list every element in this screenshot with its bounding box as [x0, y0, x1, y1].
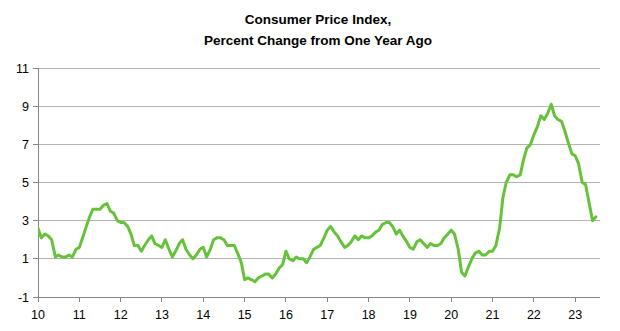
chart-container: Consumer Price Index, Percent Change from…: [0, 0, 620, 331]
x-tick-label: 19: [403, 308, 417, 322]
grid-line: [38, 144, 600, 145]
y-tick-label: 11: [16, 62, 29, 76]
grid-line: [38, 68, 600, 69]
y-tick-label: 9: [22, 100, 29, 114]
x-tick: [492, 297, 493, 302]
y-tick: [33, 258, 38, 259]
x-tick: [327, 297, 328, 302]
y-tick: [33, 144, 38, 145]
x-tick-label: 21: [486, 308, 500, 322]
x-tick: [285, 297, 286, 302]
x-tick-label: 12: [114, 308, 128, 322]
x-tick: [38, 297, 39, 302]
x-tick-label: 23: [568, 308, 582, 322]
y-tick-label: 5: [22, 176, 29, 190]
cpi-line: [38, 104, 596, 281]
title: Consumer Price Index,: [245, 12, 391, 27]
plot-area: [38, 104, 596, 281]
y-tick: [33, 106, 38, 107]
x-tick: [409, 297, 410, 302]
x-tick: [451, 297, 452, 302]
x-tick-label: 13: [155, 308, 169, 322]
y-axis: [38, 68, 39, 297]
grid-line: [38, 106, 600, 107]
x-tick-label: 20: [444, 308, 458, 322]
x-tick-label: 14: [196, 308, 210, 322]
y-tick: [33, 182, 38, 183]
grid-line: [38, 220, 600, 221]
x-tick: [575, 297, 576, 302]
x-axis: [38, 297, 600, 298]
grid-line: [38, 258, 600, 259]
y-tick: [33, 68, 38, 69]
x-tick-label: 16: [279, 308, 293, 322]
x-tick: [203, 297, 204, 302]
background: [0, 0, 620, 331]
y-tick-label: 7: [22, 138, 29, 152]
x-tick-label: 18: [362, 308, 376, 322]
x-tick: [120, 297, 121, 302]
y-tick: [33, 297, 38, 298]
x-tick-label: 17: [320, 308, 334, 322]
subtitle: Percent Change from One Year Ago: [204, 33, 432, 48]
x-tick: [244, 297, 245, 302]
x-tick-label: 11: [73, 308, 86, 322]
x-tick: [533, 297, 534, 302]
x-tick: [79, 297, 80, 302]
grid-line: [38, 297, 600, 298]
x-tick-label: 10: [31, 308, 45, 322]
y-tick-label: 1: [22, 252, 29, 266]
x-tick: [368, 297, 369, 302]
x-tick-label: 15: [238, 308, 252, 322]
y-tick: [33, 220, 38, 221]
chart-svg: Consumer Price Index, Percent Change from…: [0, 0, 620, 331]
y-tick-label: 3: [22, 214, 29, 228]
y-tick-label: -1: [18, 291, 29, 305]
grid-line: [38, 182, 600, 183]
x-tick: [161, 297, 162, 302]
x-tick-label: 22: [527, 308, 541, 322]
